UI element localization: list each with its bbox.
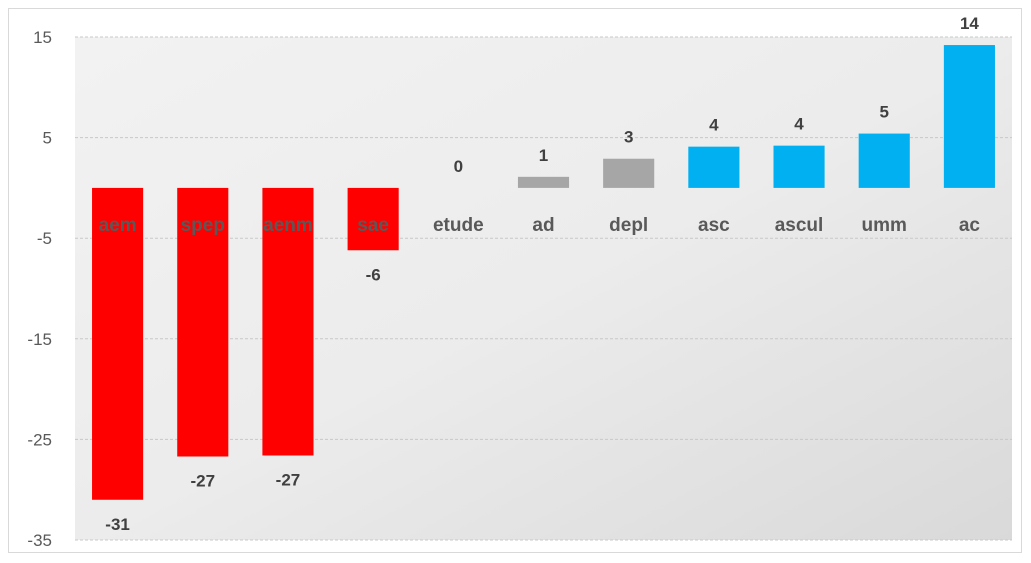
data-label: -27 [190,472,215,491]
data-label: 1 [539,146,548,165]
bar-spep [177,187,229,457]
data-label: -31 [105,515,130,534]
data-label: 4 [794,115,804,134]
category-label: etude [433,215,484,236]
bar-asc [688,146,740,188]
data-label: 5 [879,103,888,122]
bar-sae [347,187,399,251]
category-label: ad [532,215,554,236]
bar-aem [92,187,144,500]
bar-aenm [262,187,314,456]
data-label: -6 [366,265,381,284]
y-tick-label: -25 [27,430,52,449]
gridlines [75,36,1012,541]
data-label: 0 [454,157,463,176]
bar-ascul [773,145,825,188]
data-label: 14 [960,14,979,33]
category-label: ac [959,215,981,236]
bar-umm [858,133,910,188]
category-label: asc [698,215,730,236]
data-label: 3 [624,128,633,147]
category-label: sae [357,215,389,236]
category-label: aenm [263,215,313,236]
category-label: ascul [775,215,824,236]
y-axis-tick-labels: 15 5 -5 -15 -25 -35 [27,28,52,550]
bar-depl [603,158,655,188]
data-label: 4 [709,116,719,135]
y-tick-label: 15 [33,28,52,47]
y-tick-label: -35 [27,531,52,550]
category-label: aem [99,215,137,236]
y-tick-label: -5 [37,229,52,248]
category-labels: aem spep aenm sae etude ad depl asc ascul umm ac [99,215,981,236]
category-label: depl [609,215,648,236]
bar-ad [517,176,570,188]
y-tick-label: -15 [27,330,52,349]
y-tick-label: 5 [43,129,52,148]
category-label: umm [862,215,907,236]
bar-ac [943,45,995,188]
category-label: spep [181,215,225,236]
data-labels: -31 -27 -27 -6 0 1 3 4 4 5 14 [105,14,979,534]
plot-area [75,37,1012,540]
bars [92,45,995,500]
data-label: -27 [276,470,301,489]
